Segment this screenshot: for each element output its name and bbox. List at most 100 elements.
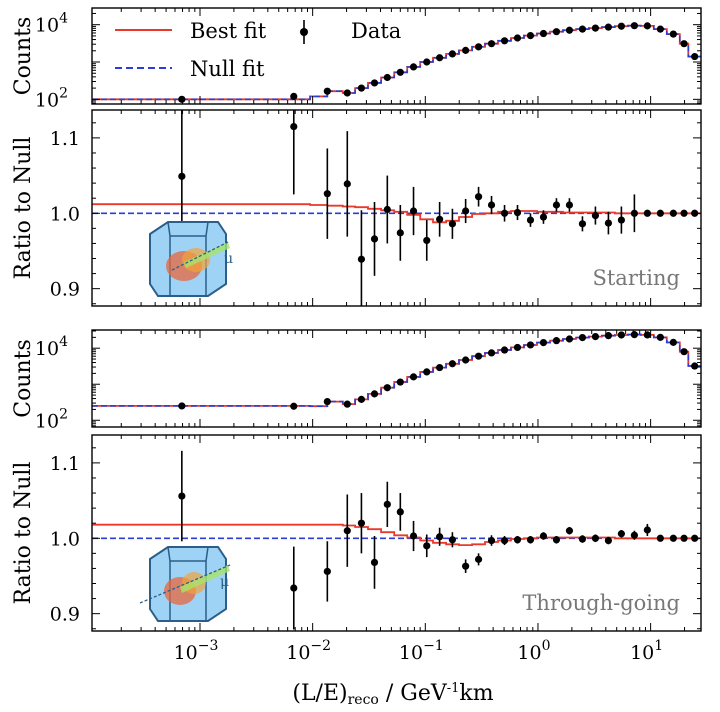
data-point [448,50,457,58]
data-point [669,209,677,217]
data-point [290,92,298,100]
data-point [436,54,444,62]
counts-frame [91,7,702,105]
data-point [591,211,600,220]
x-tick-label: 10−2 [286,638,331,664]
data-point [656,25,664,33]
panel-label-throughgoing: Through-going [522,591,680,615]
data-point [290,402,298,410]
panel-label-starting: Starting [592,266,680,290]
data-point [513,536,522,544]
data-point [552,201,561,209]
data-point [539,213,548,221]
data-point [323,87,331,95]
data-point [604,219,613,227]
data-point [526,216,535,224]
throughgoing-muon-label: μ [220,574,229,590]
y-tick-label: 1.0 [50,528,80,550]
data-point [565,527,574,535]
legend: Best fit Null fit Data [115,19,401,81]
data-point [526,341,535,349]
data-point [669,30,677,38]
data-point [669,534,677,542]
data-point [383,384,391,392]
y-tick-label: 102 [35,406,68,432]
data-point [500,536,509,545]
data-point [680,348,688,356]
data-point [643,209,651,217]
data-point [680,209,688,217]
data-point [409,532,418,540]
data-point [370,79,379,87]
data-point [500,346,509,354]
data-point [487,40,496,48]
data-point [500,209,509,217]
legend-data-label: Data [351,19,401,43]
data-point [643,331,651,339]
null-fit-line [92,333,701,407]
data-point [680,534,688,542]
data-point [500,37,509,45]
data-point [178,172,186,180]
data-point [323,567,331,576]
data-point [691,362,699,370]
best-fit-line [92,333,701,408]
y-tick-label: 0.9 [50,604,80,626]
data-point [630,22,638,30]
data-point [617,530,626,538]
throughgoing-detector-icon [139,546,231,622]
data-point [617,22,626,30]
starting-detector-icon [149,221,230,297]
panel-starting-ratio: 0.9 1.0 1.1 Ratio to Null [11,109,702,307]
y-tick-label: 1.1 [50,453,80,475]
y-tick-label: 104 [35,334,68,360]
data-point [578,535,587,543]
data-point [409,207,418,215]
data-point [343,400,351,408]
data-point [409,63,418,71]
data-point [487,536,496,545]
data-point [370,558,379,567]
data-point [591,24,600,32]
data-point [423,542,431,550]
data-point [290,584,298,592]
data-point [474,43,483,51]
data-point [343,89,351,97]
data-point [448,220,457,228]
data-point [474,193,483,201]
data-point [552,337,561,345]
legend-best-fit-label: Best fit [190,19,267,43]
data-point [565,201,574,209]
y-tick-label: 1.0 [50,203,80,225]
data-point [396,378,404,386]
data-point [513,343,522,352]
y-tick-label: 104 [35,11,68,37]
data-point [436,533,444,541]
data-point [462,46,470,54]
data-point [513,208,522,217]
data-point [343,527,351,535]
data-point [691,52,699,61]
data-point [604,23,613,31]
data-point [474,555,483,563]
data-point [591,534,600,542]
best-fit-line [92,523,701,546]
data-point [370,235,379,243]
data-point [680,40,688,48]
x-axis-label: (L/E)reco / GeV-1km [292,681,493,708]
panel-throughgoing-ratio: 0.9 1.0 1.1 10−3 10−2 10−1 100 101 Ratio to Null [11,434,702,664]
data-point [383,500,391,508]
data-point [396,68,404,76]
data-point [396,229,404,237]
data-point [604,536,613,545]
data-point [357,255,366,263]
data-point [423,58,431,66]
data-point [604,332,613,340]
data-point [436,215,444,223]
ratio-frame [91,109,702,307]
y-axis-label: Counts [11,339,36,418]
data-point [669,338,677,346]
data-point [383,73,391,82]
data-point [448,360,457,368]
